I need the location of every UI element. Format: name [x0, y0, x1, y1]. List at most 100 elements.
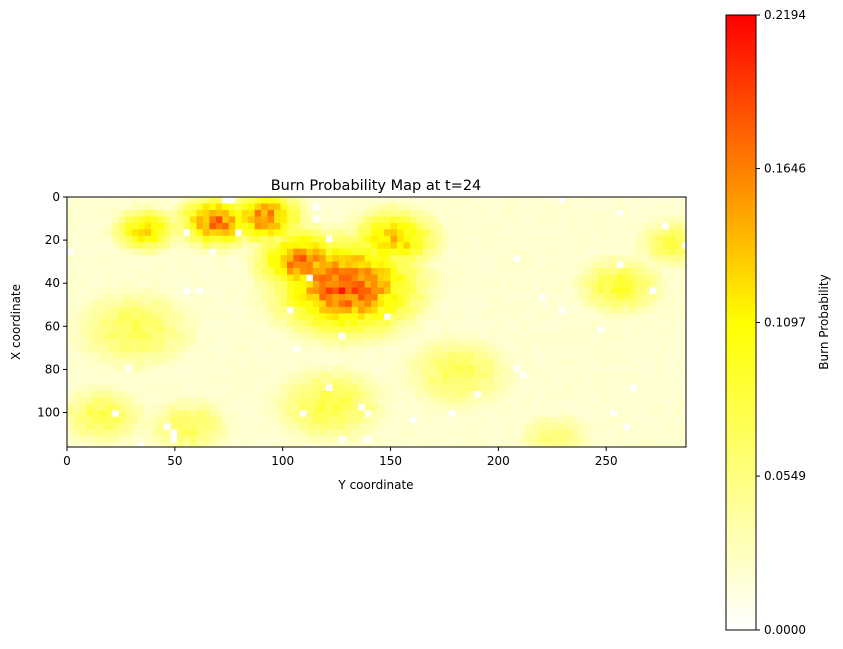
heatmap-cell	[183, 345, 191, 353]
heatmap-cell	[241, 268, 249, 276]
heatmap-cell	[67, 423, 74, 431]
heatmap-cell	[280, 203, 288, 211]
heatmap-cell	[610, 248, 618, 256]
heatmap-cell	[293, 397, 301, 405]
heatmap-cell	[377, 384, 385, 392]
heatmap-cell	[649, 339, 657, 347]
heatmap-cell	[526, 274, 534, 282]
heatmap-cell	[358, 209, 366, 217]
heatmap-cell	[345, 255, 353, 263]
heatmap-cell	[403, 255, 411, 263]
heatmap-cell	[455, 339, 463, 347]
heatmap-cell	[468, 274, 476, 282]
heatmap-cell	[461, 352, 469, 360]
heatmap-cell	[202, 300, 210, 308]
heatmap-cell	[539, 248, 547, 256]
heatmap-cell	[241, 339, 249, 347]
heatmap-cell	[364, 235, 372, 243]
heatmap-cell	[170, 345, 178, 353]
heatmap-cell	[261, 313, 269, 321]
heatmap-cell	[319, 352, 327, 360]
heatmap-cell	[578, 384, 586, 392]
heatmap-cell	[138, 229, 146, 237]
heatmap-cell	[629, 345, 637, 353]
heatmap-cell	[157, 397, 165, 405]
heatmap-cell	[403, 339, 411, 347]
heatmap-cell	[92, 397, 100, 405]
heatmap-cell	[513, 365, 521, 373]
heatmap-cell	[164, 429, 172, 437]
heatmap-cell	[338, 442, 346, 448]
heatmap-cell	[455, 410, 463, 418]
heatmap-cell	[545, 287, 553, 295]
heatmap-cell	[358, 345, 366, 353]
heatmap-cell	[519, 429, 527, 437]
heatmap-cell	[494, 339, 502, 347]
heatmap-cell	[241, 248, 249, 256]
heatmap-cell	[409, 384, 417, 392]
heatmap-cell	[442, 216, 450, 224]
heatmap-cell	[481, 352, 489, 360]
heatmap-cell	[299, 203, 307, 211]
x-axis-label: Y coordinate	[337, 478, 413, 492]
heatmap-cell	[442, 222, 450, 230]
heatmap-cell	[338, 287, 346, 295]
heatmap-cell	[604, 345, 612, 353]
heatmap-cell	[144, 222, 152, 230]
heatmap-cell	[494, 429, 502, 437]
heatmap-cell	[636, 442, 644, 448]
heatmap-cell	[177, 397, 184, 405]
heatmap-cell	[655, 293, 663, 301]
heatmap-cell	[196, 436, 204, 444]
heatmap-cell	[571, 345, 579, 353]
heatmap-cell	[293, 300, 301, 308]
heatmap-cell	[416, 332, 424, 340]
heatmap-cell	[151, 274, 159, 282]
heatmap-cell	[280, 255, 288, 263]
heatmap-cell	[642, 358, 650, 366]
heatmap-cell	[299, 287, 307, 295]
heatmap-cell	[429, 306, 437, 314]
heatmap-cell	[267, 306, 275, 314]
heatmap-cell	[409, 287, 417, 295]
heatmap-cell	[655, 390, 663, 398]
heatmap-cell	[86, 397, 94, 405]
heatmap-cell	[532, 352, 540, 360]
heatmap-cell	[299, 248, 307, 256]
heatmap-cell	[183, 319, 191, 327]
heatmap-cell	[377, 319, 385, 327]
heatmap-cell	[306, 268, 314, 276]
heatmap-cell	[105, 378, 113, 385]
heatmap-cell	[604, 306, 612, 314]
heatmap-cell	[215, 423, 223, 431]
heatmap-cell	[636, 345, 644, 353]
heatmap-cell	[655, 403, 663, 411]
heatmap-cell	[280, 261, 288, 269]
heatmap-cell	[390, 287, 398, 295]
heatmap-cell	[604, 242, 612, 250]
heatmap-cell	[202, 274, 210, 282]
heatmap-cell	[312, 410, 320, 418]
heatmap-cell	[558, 242, 566, 250]
heatmap-cell	[494, 442, 502, 448]
heatmap-cell	[254, 229, 262, 237]
heatmap-cell	[105, 293, 113, 301]
heatmap-cell	[306, 209, 314, 217]
heatmap-cell	[390, 319, 398, 327]
heatmap-cell	[474, 429, 482, 437]
heatmap-cell	[209, 326, 217, 334]
heatmap-cell	[506, 390, 514, 398]
heatmap-cell	[319, 209, 327, 217]
heatmap-cell	[597, 371, 605, 379]
heatmap-cell	[494, 197, 502, 204]
heatmap-cell	[358, 281, 366, 289]
heatmap-cell	[468, 235, 476, 243]
heatmap-cell	[461, 222, 469, 230]
heatmap-cell	[623, 300, 631, 308]
heatmap-cell	[254, 371, 262, 379]
heatmap-cell	[261, 378, 269, 385]
heatmap-cell	[358, 216, 366, 224]
heatmap-cell	[629, 287, 637, 295]
heatmap-cell	[170, 332, 178, 340]
heatmap-cell	[604, 371, 612, 379]
